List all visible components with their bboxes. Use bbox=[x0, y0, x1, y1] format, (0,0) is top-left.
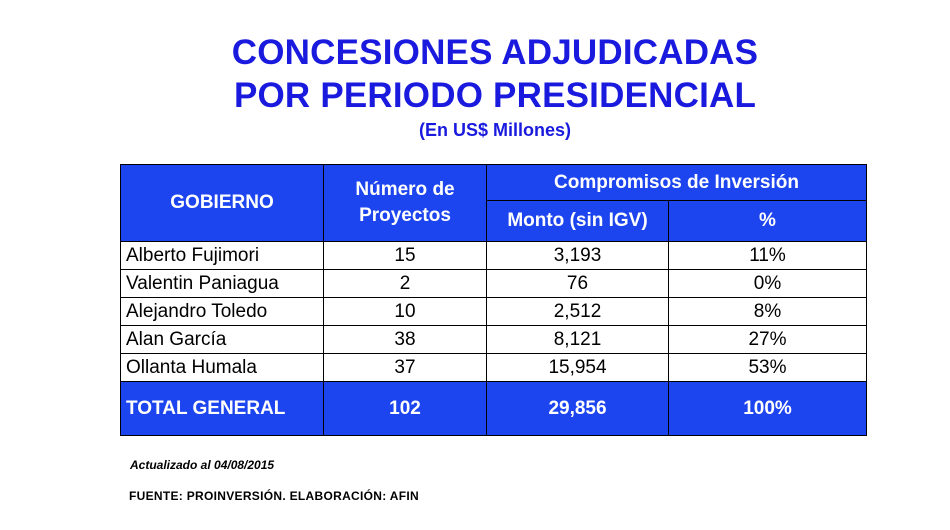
total-proyectos: 102 bbox=[323, 381, 487, 436]
cell-monto: 15,954 bbox=[486, 353, 669, 382]
source-note: FUENTE: PROINVERSIÓN. ELABORACIÓN: AFIN bbox=[129, 489, 419, 503]
cell-monto: 2,512 bbox=[486, 297, 669, 326]
total-pct: 100% bbox=[667, 381, 868, 436]
cell-proyectos: 2 bbox=[323, 269, 487, 298]
header-numero-line1: Número de bbox=[355, 179, 455, 200]
header-numero-proyectos: Número de Proyectos bbox=[323, 164, 487, 242]
title-line-2: POR PERIODO PRESIDENCIAL bbox=[233, 76, 757, 115]
table-row: Ollanta Humala 37 15,954 53% bbox=[120, 353, 868, 382]
cell-gobierno: Alejandro Toledo bbox=[120, 297, 324, 326]
cell-proyectos: 15 bbox=[323, 241, 487, 270]
cell-pct: 53% bbox=[667, 353, 868, 382]
header-numero-line2: Proyectos bbox=[359, 205, 451, 226]
title-line-1: CONCESIONES ADJUDICADAS bbox=[231, 33, 759, 72]
header-gobierno: GOBIERNO bbox=[120, 164, 324, 242]
total-row: TOTAL GENERAL 102 29,856 100% bbox=[120, 381, 868, 436]
table-row: Alan García 38 8,121 27% bbox=[120, 325, 868, 354]
total-monto: 29,856 bbox=[486, 381, 669, 436]
header-pct: % bbox=[667, 200, 868, 242]
cell-proyectos: 10 bbox=[323, 297, 487, 326]
cell-pct: 11% bbox=[667, 241, 868, 270]
table-row: Alberto Fujimori 15 3,193 11% bbox=[120, 241, 868, 270]
total-label: TOTAL GENERAL bbox=[120, 381, 324, 436]
cell-proyectos: 38 bbox=[323, 325, 487, 354]
subtitle: (En US$ Millones) bbox=[418, 120, 571, 140]
header-monto: Monto (sin IGV) bbox=[486, 200, 669, 242]
cell-monto: 8,121 bbox=[486, 325, 669, 354]
cell-pct: 8% bbox=[667, 297, 868, 326]
cell-monto: 76 bbox=[486, 269, 669, 298]
cell-gobierno: Ollanta Humala bbox=[120, 353, 324, 382]
table-row: Valentin Paniagua 2 76 0% bbox=[120, 269, 868, 298]
update-note: Actualizado al 04/08/2015 bbox=[130, 458, 275, 472]
cell-pct: 27% bbox=[667, 325, 868, 354]
cell-monto: 3,193 bbox=[486, 241, 669, 270]
cell-gobierno: Alan García bbox=[120, 325, 324, 354]
header-compromisos: Compromisos de Inversión bbox=[485, 164, 868, 201]
cell-pct: 0% bbox=[667, 269, 868, 298]
table-row: Alejandro Toledo 10 2,512 8% bbox=[120, 297, 868, 326]
concessions-table: GOBIERNO Número de Proyectos Compromisos… bbox=[120, 164, 868, 436]
cell-gobierno: Valentin Paniagua bbox=[120, 269, 324, 298]
cell-gobierno: Alberto Fujimori bbox=[120, 241, 324, 270]
cell-proyectos: 37 bbox=[323, 353, 487, 382]
